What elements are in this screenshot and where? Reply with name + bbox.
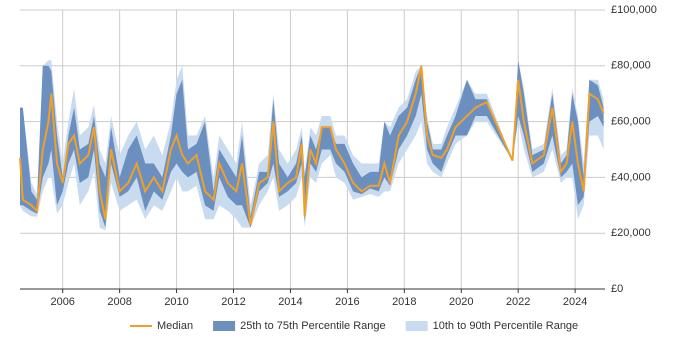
range-band [20,60,604,228]
legend-swatch [405,321,428,331]
x-tick-label: 2020 [449,296,473,308]
x-tick-label: 2022 [506,296,530,308]
median-line [19,65,605,226]
x-tick-label: 2018 [392,296,416,308]
legend-label: 10th to 90th Percentile Range [433,320,579,332]
x-tick-label: 2012 [221,296,245,308]
y-tick-label: £40,000 [611,171,651,183]
x-tick-label: 2024 [563,296,587,308]
x-tick-label: 2008 [107,296,131,308]
y-tick-label: £80,000 [611,60,651,72]
legend-label: 25th to 75th Percentile Range [240,320,386,332]
y-tick-label: £20,000 [611,227,651,239]
x-tick-label: 2010 [164,296,188,308]
x-tick-label: 2014 [278,296,302,308]
legend-swatch [213,321,236,331]
y-tick-label: £0 [611,283,623,295]
x-tick-label: 2006 [50,296,74,308]
x-tick-label: 2016 [335,296,359,308]
y-tick-label: £60,000 [611,116,651,128]
y-tick-label: £100,000 [611,4,657,16]
legend-label: Median [157,320,193,332]
